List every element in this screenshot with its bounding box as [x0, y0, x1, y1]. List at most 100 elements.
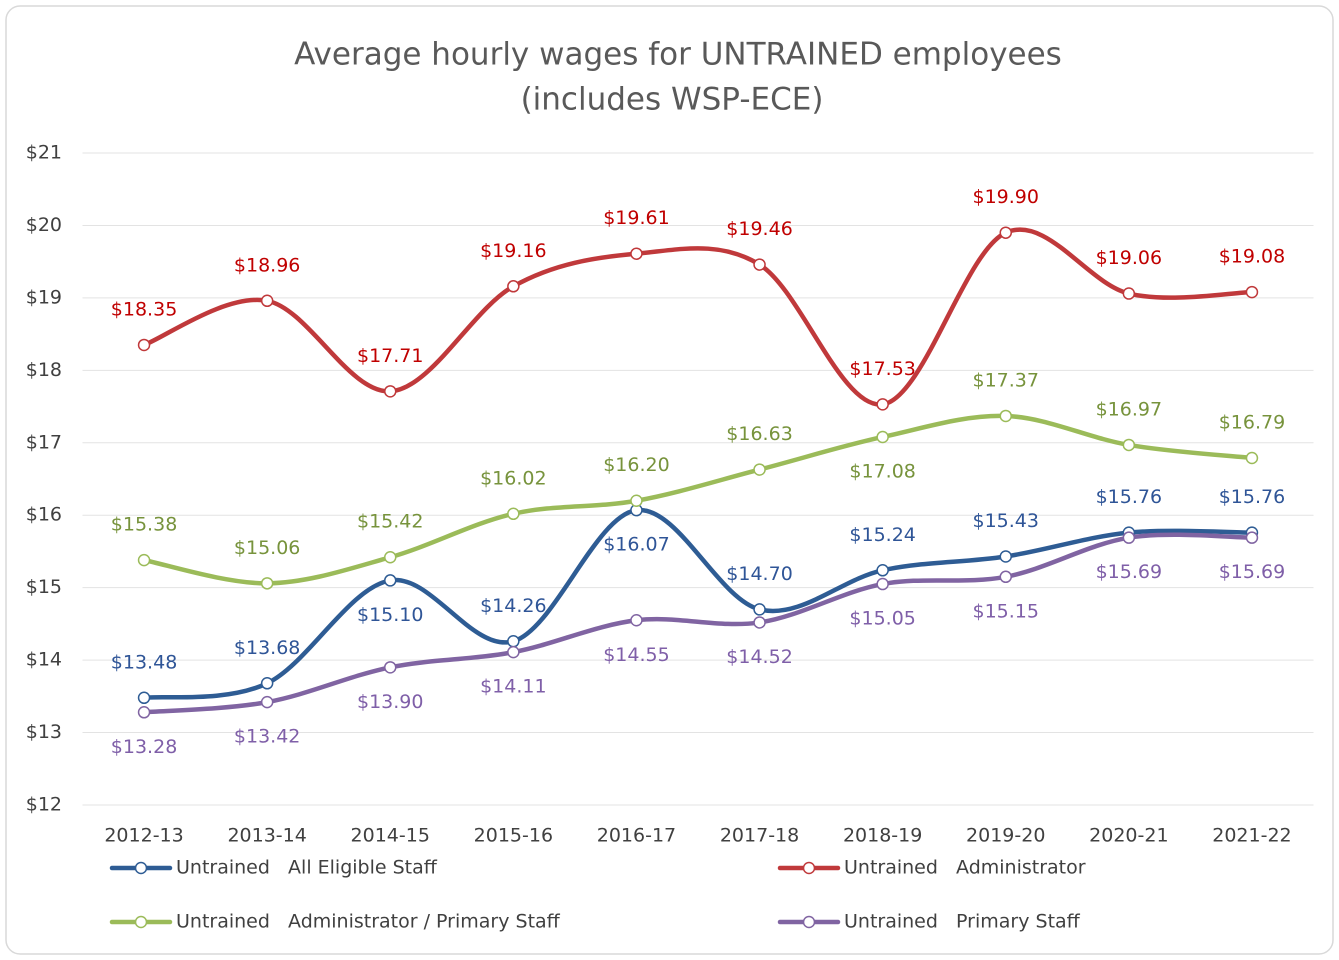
data-label: $16.63: [726, 423, 792, 445]
y-tick-label: $12: [26, 794, 62, 816]
point-marker: [630, 247, 643, 260]
chart-subtitle: (includes WSP-ECE): [521, 82, 824, 118]
point-marker: [1245, 451, 1259, 465]
x-tick-label: 2014-15: [351, 825, 430, 847]
data-label: $16.20: [603, 454, 669, 476]
data-label: $18.96: [234, 254, 300, 276]
x-tick-label: 2019-20: [966, 825, 1045, 847]
x-tick-label: 2015-16: [474, 825, 553, 847]
point-marker: [876, 564, 889, 577]
legend-label: Untrained Administrator: [844, 857, 1086, 879]
point-marker: [137, 691, 151, 705]
point-marker: [507, 507, 520, 521]
data-label: $15.05: [849, 608, 915, 630]
point-marker: [384, 385, 397, 398]
data-label: $17.53: [849, 358, 915, 380]
point-marker: [630, 494, 643, 507]
point-marker: [137, 706, 151, 719]
point-marker: [753, 616, 766, 629]
legend-label: Untrained Primary Staff: [844, 911, 1081, 933]
point-marker: [384, 661, 397, 674]
point-marker: [999, 409, 1012, 423]
y-tick-label: $20: [26, 214, 62, 236]
y-tick-label: $21: [26, 142, 62, 164]
point-marker: [1122, 287, 1136, 300]
y-tick-label: $15: [26, 576, 62, 598]
data-label: $15.42: [357, 511, 423, 533]
point-marker: [260, 577, 274, 590]
point-marker: [384, 574, 397, 587]
chart-frame: [5, 5, 1334, 955]
data-label: $19.16: [480, 240, 546, 262]
point-marker: [753, 603, 766, 616]
data-label: $19.90: [973, 186, 1039, 208]
x-tick-label: 2013-14: [227, 825, 306, 847]
data-label: $14.52: [726, 646, 792, 668]
point-marker: [753, 463, 766, 476]
data-label: $15.76: [1219, 486, 1285, 508]
data-label: $13.68: [234, 637, 300, 659]
x-tick-label: 2021-22: [1212, 825, 1291, 847]
data-label: $13.90: [357, 691, 423, 713]
data-label: $14.55: [603, 644, 669, 666]
point-marker: [137, 338, 151, 352]
data-label: $13.48: [111, 651, 177, 673]
data-label: $19.06: [1096, 247, 1162, 269]
point-marker: [507, 635, 520, 648]
point-marker: [384, 550, 397, 564]
series-line: [141, 227, 1255, 407]
data-label: $15.69: [1219, 561, 1285, 583]
data-label: $16.07: [603, 534, 669, 556]
data-label: $15.15: [973, 600, 1039, 622]
data-label: $15.76: [1096, 486, 1162, 508]
data-label: $17.08: [849, 460, 915, 482]
point-marker: [876, 430, 889, 444]
data-label: $16.02: [480, 467, 546, 489]
point-marker: [507, 645, 520, 659]
data-label: $13.42: [234, 726, 300, 748]
series-line: [141, 532, 1255, 715]
point-marker: [1122, 438, 1136, 452]
point-marker: [999, 550, 1012, 563]
data-label: $17.71: [357, 345, 423, 367]
data-label: $15.24: [849, 524, 915, 546]
point-marker: [1245, 285, 1259, 299]
y-tick-label: $18: [26, 359, 62, 381]
legend-marker: [802, 915, 816, 929]
point-marker: [137, 553, 151, 567]
y-tick-label: $14: [26, 649, 62, 671]
point-marker: [260, 695, 274, 709]
data-label: $19.61: [603, 207, 669, 229]
y-tick-label: $16: [26, 504, 62, 526]
data-label: $18.35: [111, 298, 177, 320]
point-marker: [507, 280, 520, 293]
x-tick-label: 2012-13: [104, 825, 183, 847]
legend-marker: [134, 915, 148, 929]
data-label: $15.10: [357, 604, 423, 626]
point-marker: [999, 570, 1012, 584]
series-line: [141, 413, 1255, 586]
point-marker: [260, 294, 274, 308]
legend-marker: [802, 861, 816, 875]
point-marker: [1122, 531, 1136, 544]
data-label: $16.79: [1219, 411, 1285, 433]
y-tick-label: $19: [26, 286, 62, 308]
data-label: $15.38: [111, 514, 177, 536]
x-tick-label: 2018-19: [843, 825, 922, 847]
data-label: $15.06: [234, 537, 300, 559]
x-tick-label: 2017-18: [720, 825, 799, 847]
data-label: $13.28: [111, 736, 177, 758]
data-label: $14.26: [480, 595, 546, 617]
point-marker: [1245, 531, 1259, 544]
data-label: $19.46: [726, 218, 792, 240]
legend-label: Untrained All Eligible Staff: [176, 857, 438, 879]
series-line: [141, 507, 1255, 701]
y-tick-label: $17: [26, 431, 62, 453]
legend-marker: [134, 861, 148, 875]
y-tick-label: $13: [26, 721, 62, 743]
x-tick-label: 2020-21: [1089, 825, 1168, 847]
point-marker: [630, 614, 643, 627]
x-tick-label: 2016-17: [597, 825, 676, 847]
data-label: $14.11: [480, 676, 546, 698]
legend-label: Untrained Administrator / Primary Staff: [176, 911, 561, 933]
